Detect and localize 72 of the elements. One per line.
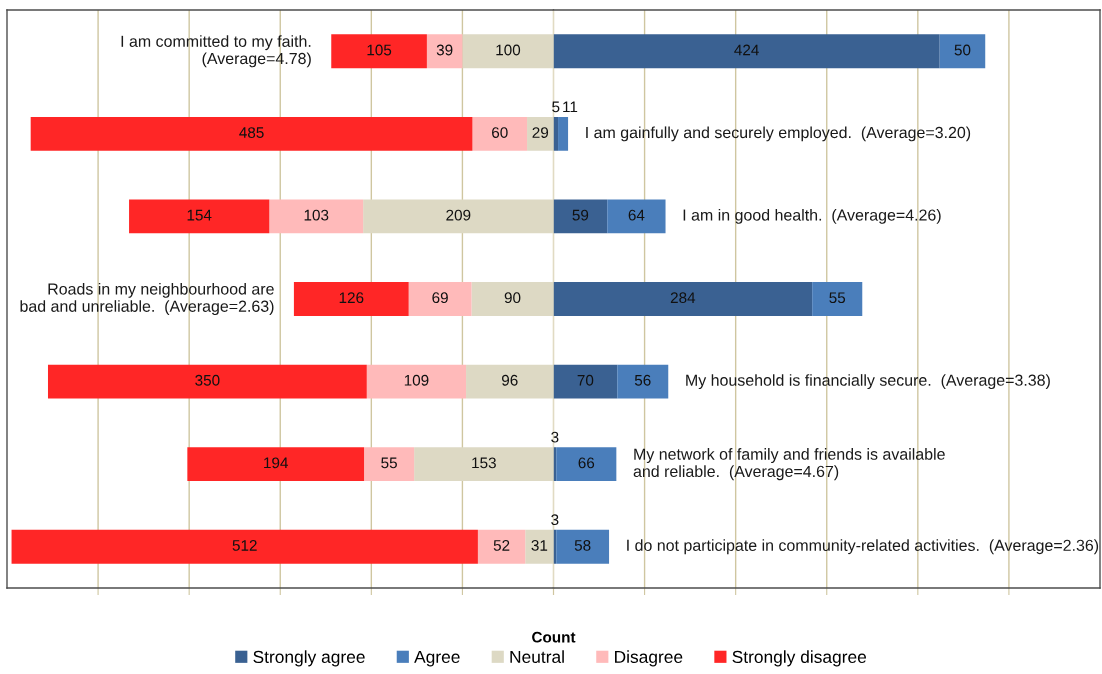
bar <box>939 34 986 69</box>
bar <box>812 282 863 316</box>
bar <box>556 529 610 564</box>
bar <box>558 116 569 151</box>
bar <box>607 199 666 234</box>
x-axis-title: Count <box>532 631 576 643</box>
legend-label: Disagree <box>615 650 683 667</box>
data-label: 50 <box>954 44 971 56</box>
legend-label: Strongly disagree <box>732 650 867 667</box>
data-label: 56 <box>634 374 651 386</box>
data-label: 55 <box>381 457 397 469</box>
bar <box>477 529 526 564</box>
data-label: 55 <box>829 292 846 304</box>
bar <box>269 199 364 234</box>
data-label: 153 <box>472 457 496 469</box>
data-label: 5 <box>552 101 560 113</box>
data-label: 58 <box>574 540 591 551</box>
legend-label: Strongly agree <box>253 650 365 667</box>
data-label: 70 <box>577 374 594 386</box>
legend-label: Agree <box>414 650 460 667</box>
bar <box>47 364 367 399</box>
bar <box>462 34 554 69</box>
bar <box>331 34 427 69</box>
data-label: 96 <box>502 374 518 386</box>
category-label: I am gainfully and securely employed. (Average=3.20) <box>586 126 971 142</box>
category-label: Roads in my neighbourhood are bad and unreliable. (Average=2.63) <box>20 282 274 316</box>
bar <box>30 116 473 151</box>
bar <box>556 447 617 482</box>
data-label: 90 <box>504 292 521 304</box>
category-label: My household is financially secure. (Average=3.38) <box>686 374 1050 390</box>
bar <box>293 282 409 316</box>
legend-label: Neutral <box>510 650 564 664</box>
category-label: I do not participate in community-related activities. (Average=2.36) <box>627 539 1099 555</box>
data-label: 64 <box>628 209 645 221</box>
data-label: 100 <box>496 44 521 56</box>
bar <box>408 282 472 316</box>
data-label: 109 <box>404 374 429 386</box>
data-label: 512 <box>232 540 257 551</box>
bar <box>471 282 554 316</box>
data-label: 69 <box>432 292 448 304</box>
data-label: 126 <box>339 292 364 304</box>
data-label: 284 <box>670 292 696 304</box>
bar <box>553 199 608 234</box>
data-label: 154 <box>187 209 212 221</box>
bar <box>426 34 463 69</box>
data-label: 424 <box>734 44 759 56</box>
data-label: 209 <box>446 209 471 221</box>
data-label: 194 <box>264 457 288 469</box>
data-label: 103 <box>304 209 329 221</box>
bar <box>11 529 478 564</box>
data-label: 485 <box>239 127 264 138</box>
data-label: 31 <box>531 540 548 551</box>
bar <box>472 116 528 151</box>
bar <box>129 199 270 234</box>
data-label: 11 <box>563 101 578 113</box>
data-label: 59 <box>572 209 589 221</box>
data-label: 350 <box>195 374 220 386</box>
data-label: 66 <box>578 457 595 469</box>
data-label: 52 <box>493 540 510 551</box>
category-label: I am committed to my faith. (Average=4.78) <box>121 35 311 68</box>
data-label: 29 <box>532 127 549 138</box>
data-label: 3 <box>551 431 559 443</box>
category-label: I am in good health. (Average=4.26) <box>683 208 941 224</box>
data-label: 39 <box>436 44 453 56</box>
category-label: My network of family and friends is available and reliable. (Average=4.67) <box>633 448 945 481</box>
data-label: 3 <box>551 514 559 526</box>
bar <box>187 447 365 482</box>
bar <box>366 364 467 399</box>
data-label: 60 <box>492 127 508 138</box>
bar <box>617 364 669 399</box>
data-label: 105 <box>367 44 392 56</box>
bar <box>364 447 415 482</box>
